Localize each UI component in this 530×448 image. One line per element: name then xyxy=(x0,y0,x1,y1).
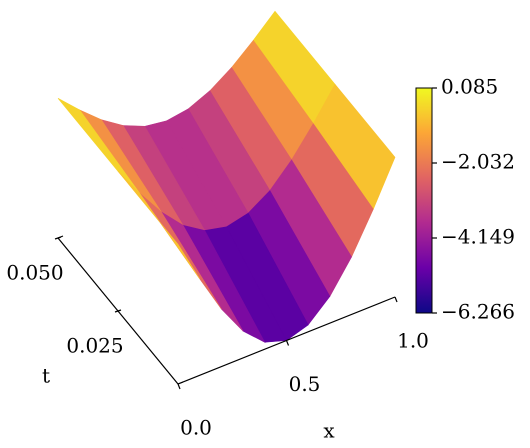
x-tick xyxy=(394,296,398,303)
colorbar-tick-label: 0.085 xyxy=(441,75,498,99)
x-tick-label: 0.5 xyxy=(289,372,321,396)
surface xyxy=(57,10,396,343)
t-axis-end xyxy=(177,381,184,385)
colorbar-tick-label: −2.032 xyxy=(441,150,515,174)
colorbar-tick-label: −4.149 xyxy=(441,225,515,249)
x-tick-label: 0.0 xyxy=(180,416,212,440)
t-tick xyxy=(114,309,122,313)
colorbar xyxy=(415,87,433,314)
t-tick-label: 0.025 xyxy=(66,334,123,358)
x-axis-label: x xyxy=(323,419,335,443)
colorbar-tick-label: −6.266 xyxy=(441,300,515,324)
t-tick-label: 0.050 xyxy=(6,261,63,285)
x-tick-label: 1.0 xyxy=(397,329,429,353)
x-tick xyxy=(177,383,181,390)
surface-patch xyxy=(117,171,200,279)
t-axis-label: t xyxy=(42,364,50,388)
t-tick xyxy=(54,236,62,240)
x-tick xyxy=(285,340,290,346)
